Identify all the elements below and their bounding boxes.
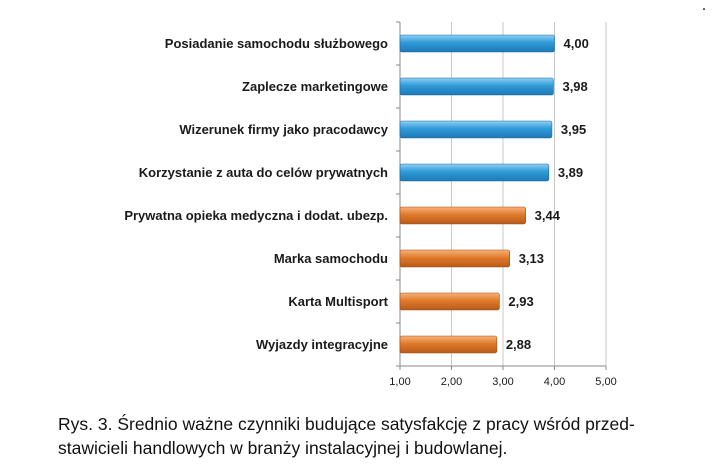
value-label: 3,13: [519, 251, 544, 266]
grid-lines: [396, 21, 607, 370]
x-tick-label: 3,00: [492, 376, 513, 388]
caption-line-1: Rys. 3. Średnio ważne czynniki budujące …: [58, 414, 635, 434]
category-label: Wyjazdy integracyjne: [256, 337, 388, 352]
value-label: 3,89: [558, 165, 583, 180]
category-label: Posiadanie samochodu służbowego: [165, 36, 388, 51]
category-label: Wizerunek firmy jako pracodawcy: [179, 122, 388, 137]
bar: [399, 77, 554, 96]
x-tick-label: 4,00: [544, 376, 565, 388]
bars: [399, 34, 555, 354]
bar: [399, 335, 498, 354]
x-tick-labels: 1,00 2,00 3,00 4,00 5,00: [389, 376, 616, 388]
bar: [399, 249, 510, 268]
figure-caption: Rys. 3. Średnio ważne czynniki budujące …: [58, 412, 698, 460]
value-label: 2,93: [508, 294, 533, 309]
corner-mark: [703, 8, 705, 10]
bar: [399, 163, 550, 182]
bar: [399, 292, 500, 311]
category-label: Marka samochodu: [274, 251, 388, 266]
x-tick-label: 5,00: [595, 376, 616, 388]
bar-chart: Posiadanie samochodu służbowego Zaplecze …: [124, 21, 617, 388]
category-labels: Posiadanie samochodu służbowego Zaplecze …: [124, 36, 388, 352]
value-label: 3,98: [562, 79, 587, 94]
bar: [399, 206, 526, 225]
caption-line-2: stawicieli handlowych w branży instalacy…: [58, 438, 508, 458]
category-label: Korzystanie z auta do celów prywatnych: [139, 165, 388, 180]
category-label: Prywatna opieka medyczna i dodat. ubezp.: [124, 208, 388, 223]
x-tick-label: 1,00: [389, 376, 410, 388]
value-label: 2,88: [506, 337, 531, 352]
bar: [399, 34, 555, 53]
value-label: 4,00: [564, 36, 589, 51]
x-tick-label: 2,00: [441, 376, 462, 388]
category-label: Karta Multisport: [288, 294, 388, 309]
value-label: 3,95: [561, 122, 586, 137]
value-label: 3,44: [535, 208, 561, 223]
bar: [399, 120, 553, 139]
category-label: Zaplecze marketingowe: [242, 79, 388, 94]
value-labels: 4,00 3,98 3,95 3,89 3,44 3,13 2,93 2,88: [506, 36, 589, 352]
